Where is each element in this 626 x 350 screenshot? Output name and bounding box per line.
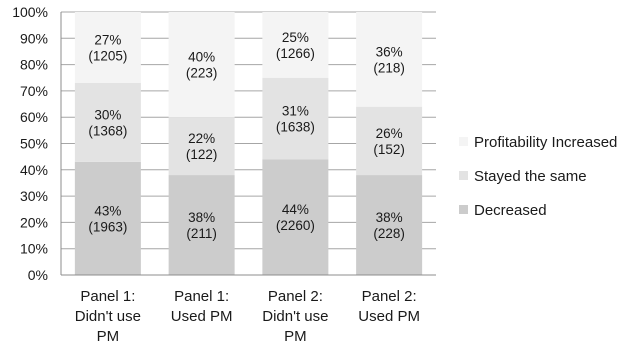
bar-segment (262, 159, 329, 275)
legend-label: Stayed the same (474, 168, 587, 185)
data-label: (223) (186, 66, 218, 81)
bar-segment (168, 175, 235, 275)
data-label: (218) (373, 60, 405, 75)
y-tick-label: 60% (20, 109, 48, 125)
data-label: 26% (376, 126, 403, 141)
data-label: 22% (188, 131, 215, 146)
category-label: Didn't use (262, 308, 328, 325)
y-tick-label: 40% (20, 162, 48, 178)
bar-segment (262, 12, 329, 78)
data-label: (122) (186, 147, 218, 162)
legend-swatch (459, 171, 468, 180)
data-label: 43% (94, 203, 121, 218)
legend-label: Profitability Increased (474, 134, 617, 151)
y-tick-label: 70% (20, 83, 48, 99)
data-label: (228) (373, 226, 405, 241)
category-label: Panel 2: (362, 288, 417, 305)
data-label: 44% (282, 202, 309, 217)
legend-label: Decreased (474, 202, 547, 219)
bar-segment (262, 77, 329, 160)
data-label: 31% (282, 104, 309, 119)
y-tick-label: 50% (20, 136, 48, 152)
y-tick-label: 90% (20, 30, 48, 46)
data-label: 36% (376, 44, 403, 59)
data-label: 38% (188, 210, 215, 225)
bar-segment (356, 12, 423, 107)
legend: Profitability Increased Stayed the same De… (459, 134, 617, 219)
data-label: (2260) (276, 218, 315, 233)
bar-segment (74, 161, 141, 275)
data-label: 27% (94, 33, 121, 48)
bar-segment (168, 117, 235, 176)
bar-segment (168, 12, 235, 118)
data-label: 40% (188, 50, 215, 65)
category-label: PM (97, 328, 120, 345)
data-label: (152) (373, 142, 405, 157)
data-label: 25% (282, 30, 309, 45)
category-label: Panel 2: (268, 288, 323, 305)
data-label: (1266) (276, 46, 315, 61)
y-axis-tick-labels: 0% 10% 20% 30% 40% 50% 60% 70% 80% 90% 100% (12, 4, 48, 283)
y-tick-label: 80% (20, 57, 48, 73)
data-label: (1368) (88, 123, 127, 138)
y-tick-label: 100% (12, 4, 48, 20)
legend-swatch (459, 205, 468, 214)
category-label: Used PM (358, 308, 420, 325)
bar-segment (356, 106, 423, 176)
category-label: PM (284, 328, 307, 345)
y-tick-label: 20% (20, 214, 48, 230)
category-label: Panel 1: (174, 288, 229, 305)
category-label: Didn't use (75, 308, 141, 325)
data-label: (1205) (88, 49, 127, 64)
y-tick-label: 10% (20, 241, 48, 257)
x-axis-category-labels: Panel 1: Didn't use PM Panel 1: Used PM Panel… (75, 288, 420, 345)
data-label: (1638) (276, 120, 315, 135)
bar-segment (74, 83, 141, 162)
category-label: Panel 1: (80, 288, 135, 305)
bars: 43%(1963)30%(1368)27%(1205)38%(211)22%(1… (74, 12, 423, 275)
bar-segment (356, 175, 423, 275)
category-label: Used PM (171, 308, 233, 325)
data-label: (1963) (88, 219, 127, 234)
bar-segment (74, 12, 141, 84)
data-label: (211) (186, 226, 217, 241)
data-label: 30% (94, 107, 121, 122)
y-tick-label: 0% (28, 267, 48, 283)
y-tick-label: 30% (20, 188, 48, 204)
data-label: 38% (376, 210, 403, 225)
legend-swatch (459, 137, 468, 146)
